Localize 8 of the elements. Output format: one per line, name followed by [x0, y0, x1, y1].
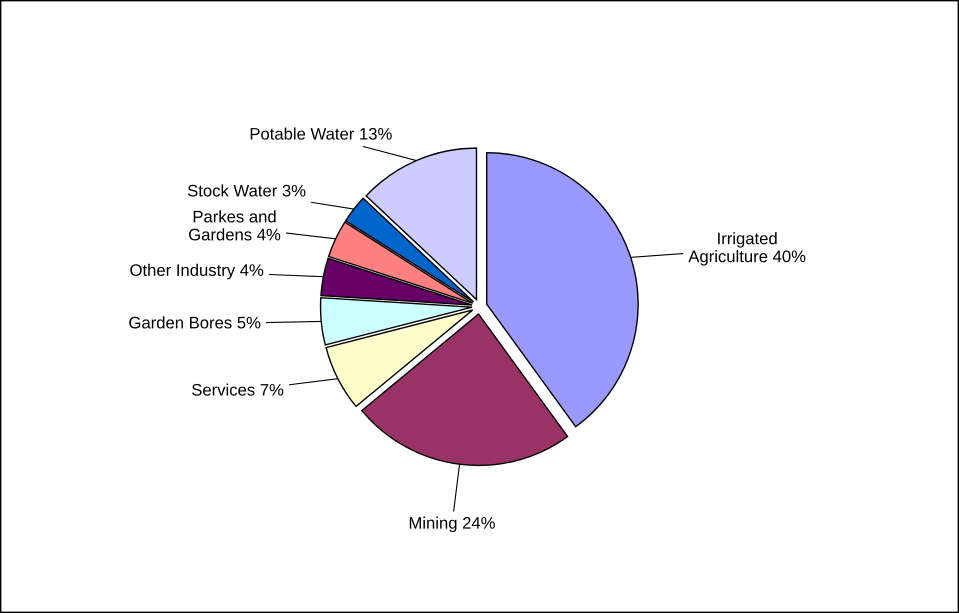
- slice-label: Garden Bores 5%: [129, 316, 260, 329]
- slice-label: Parkes and Gardens 4%: [189, 210, 280, 240]
- slice-label: Stock Water 3%: [188, 184, 306, 197]
- slice-label: Other Industry 4%: [130, 264, 264, 280]
- slice-label: Mining 24%: [410, 516, 495, 532]
- slice-label: Services 7%: [192, 383, 284, 396]
- slice-label: Irrigated Agriculture 40%: [688, 232, 806, 266]
- slice-label: Potable Water 13%: [250, 127, 392, 140]
